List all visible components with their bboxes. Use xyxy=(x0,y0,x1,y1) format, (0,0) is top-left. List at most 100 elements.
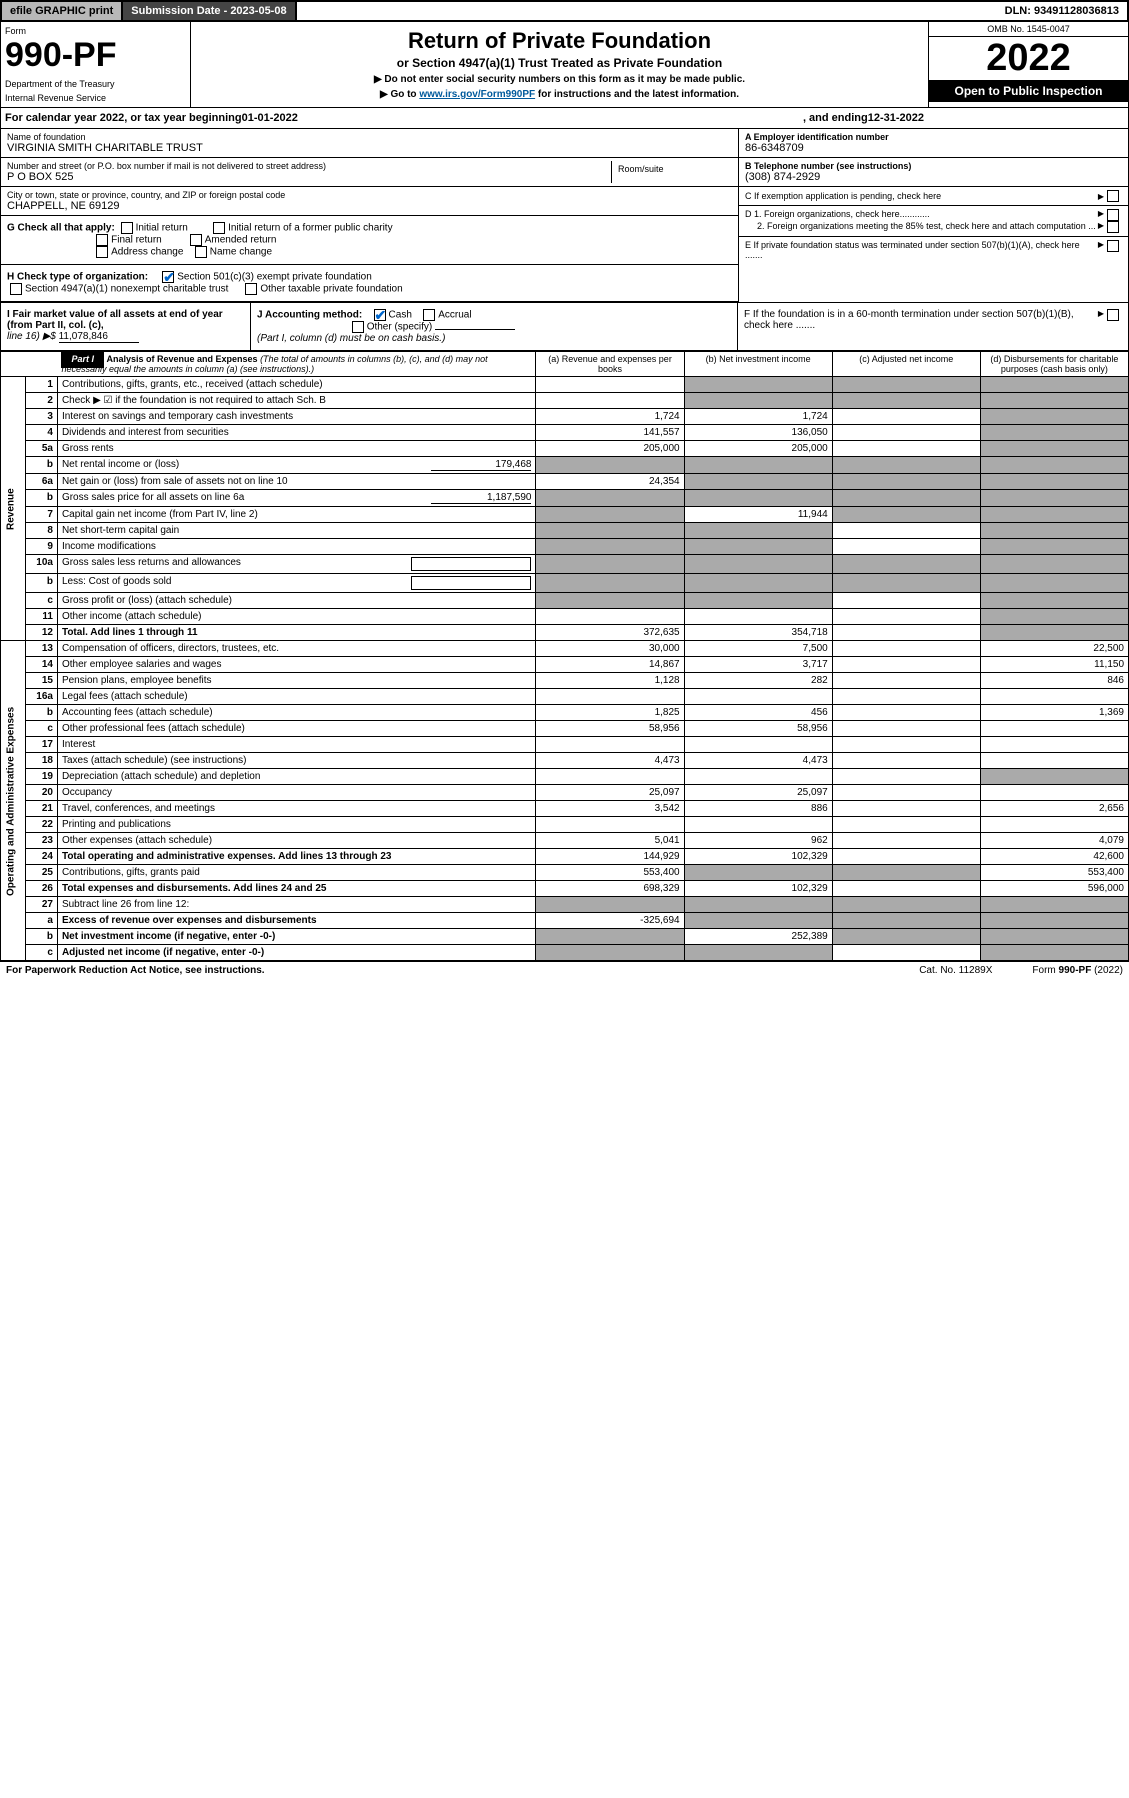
tax-year: 2022 xyxy=(929,37,1128,80)
line-description: Income modifications xyxy=(57,539,536,555)
final-return-checkbox[interactable] xyxy=(96,234,108,246)
data-cell xyxy=(832,507,980,523)
data-cell xyxy=(980,409,1128,425)
initial-public-checkbox[interactable] xyxy=(213,222,225,234)
line-number: 22 xyxy=(26,817,58,833)
line-description: Interest xyxy=(57,737,536,753)
initial-return-checkbox[interactable] xyxy=(121,222,133,234)
line-description: Travel, conferences, and meetings xyxy=(57,801,536,817)
data-cell xyxy=(832,425,980,441)
line-description: Check ▶ ☑ if the foundation is not requi… xyxy=(57,393,536,409)
form-number: 990-PF xyxy=(5,36,117,74)
data-cell xyxy=(536,539,684,555)
form-header: Form 990-PF Department of the Treasury I… xyxy=(0,22,1129,108)
501c3-checkbox[interactable] xyxy=(162,271,174,283)
top-bar: efile GRAPHIC print Submission Date - 20… xyxy=(0,0,1129,22)
address-change-checkbox[interactable] xyxy=(96,246,108,258)
line-description: Taxes (attach schedule) (see instruction… xyxy=(57,753,536,769)
accrual-checkbox[interactable] xyxy=(423,309,435,321)
data-cell: 102,329 xyxy=(684,881,832,897)
table-row: 9Income modifications xyxy=(1,539,1129,555)
data-cell: 58,956 xyxy=(536,721,684,737)
city: CHAPPELL, NE 69129 xyxy=(7,200,732,212)
table-row: 15Pension plans, employee benefits1,1282… xyxy=(1,673,1129,689)
table-row: 16aLegal fees (attach schedule) xyxy=(1,689,1129,705)
amended-checkbox[interactable] xyxy=(190,234,202,246)
line-description: Contributions, gifts, grants paid xyxy=(57,865,536,881)
i-label: I Fair market value of all assets at end… xyxy=(7,309,223,331)
foundation-name: VIRGINIA SMITH CHARITABLE TRUST xyxy=(7,142,732,154)
part1-title: Analysis of Revenue and Expenses xyxy=(106,354,257,364)
line-number: 27 xyxy=(26,897,58,913)
line-number: 16a xyxy=(26,689,58,705)
d2-checkbox[interactable] xyxy=(1107,221,1119,233)
efile-button[interactable]: efile GRAPHIC print xyxy=(2,2,123,20)
table-row: 5aGross rents205,000205,000 xyxy=(1,441,1129,457)
data-cell xyxy=(832,945,980,961)
data-cell xyxy=(832,474,980,490)
line-number: 24 xyxy=(26,849,58,865)
table-row: 26Total expenses and disbursements. Add … xyxy=(1,881,1129,897)
f-checkbox[interactable] xyxy=(1107,309,1119,321)
data-cell: 7,500 xyxy=(684,641,832,657)
4947-checkbox[interactable] xyxy=(10,283,22,295)
form-link[interactable]: www.irs.gov/Form990PF xyxy=(419,89,535,100)
data-cell xyxy=(684,457,832,474)
city-label: City or town, state or province, country… xyxy=(7,190,732,200)
data-cell xyxy=(980,737,1128,753)
line-description: Printing and publications xyxy=(57,817,536,833)
data-cell xyxy=(980,441,1128,457)
data-cell xyxy=(684,689,832,705)
j-label: J Accounting method: xyxy=(257,310,362,321)
data-cell: 205,000 xyxy=(536,441,684,457)
footer-left: For Paperwork Reduction Act Notice, see … xyxy=(6,965,265,976)
data-cell xyxy=(684,555,832,574)
ssn-note: ▶ Do not enter social security numbers o… xyxy=(197,74,922,85)
d1-checkbox[interactable] xyxy=(1107,209,1119,221)
c-checkbox[interactable] xyxy=(1107,190,1119,202)
h-check-row: H Check type of organization: Section 50… xyxy=(1,265,738,302)
dept-irs: Internal Revenue Service xyxy=(5,93,186,103)
phone-label: B Telephone number (see instructions) xyxy=(745,161,911,171)
data-cell xyxy=(536,507,684,523)
name-change-checkbox[interactable] xyxy=(195,246,207,258)
data-cell xyxy=(980,393,1128,409)
data-cell: 886 xyxy=(684,801,832,817)
cash-checkbox[interactable] xyxy=(374,309,386,321)
table-row: Revenue1Contributions, gifts, grants, et… xyxy=(1,377,1129,393)
data-cell xyxy=(980,817,1128,833)
line-description: Subtract line 26 from line 12: xyxy=(57,897,536,913)
line-description: Total expenses and disbursements. Add li… xyxy=(57,881,536,897)
data-cell: 102,329 xyxy=(684,849,832,865)
data-cell xyxy=(832,657,980,673)
line-number: 2 xyxy=(26,393,58,409)
table-row: 4Dividends and interest from securities1… xyxy=(1,425,1129,441)
data-cell xyxy=(980,474,1128,490)
data-cell: 14,867 xyxy=(536,657,684,673)
other-taxable-checkbox[interactable] xyxy=(245,283,257,295)
other-method-checkbox[interactable] xyxy=(352,321,364,333)
form-title: Return of Private Foundation xyxy=(197,28,922,54)
f-label: F If the foundation is in a 60-month ter… xyxy=(744,309,1098,344)
footer: For Paperwork Reduction Act Notice, see … xyxy=(0,961,1129,979)
line-description: Interest on savings and temporary cash i… xyxy=(57,409,536,425)
table-row: cOther professional fees (attach schedul… xyxy=(1,721,1129,737)
data-cell xyxy=(832,377,980,393)
data-cell xyxy=(684,539,832,555)
e-checkbox[interactable] xyxy=(1107,240,1119,252)
data-cell xyxy=(980,897,1128,913)
data-cell: 282 xyxy=(684,673,832,689)
data-cell: 553,400 xyxy=(980,865,1128,881)
line-number: b xyxy=(26,705,58,721)
ein: 86-6348709 xyxy=(745,142,804,154)
data-cell xyxy=(832,689,980,705)
data-cell xyxy=(832,457,980,474)
data-cell: 58,956 xyxy=(684,721,832,737)
data-cell xyxy=(536,377,684,393)
data-cell: 205,000 xyxy=(684,441,832,457)
data-cell xyxy=(980,377,1128,393)
data-cell: 3,717 xyxy=(684,657,832,673)
table-row: 2Check ▶ ☑ if the foundation is not requ… xyxy=(1,393,1129,409)
data-cell: 1,724 xyxy=(684,409,832,425)
omb-number: OMB No. 1545-0047 xyxy=(929,22,1128,37)
